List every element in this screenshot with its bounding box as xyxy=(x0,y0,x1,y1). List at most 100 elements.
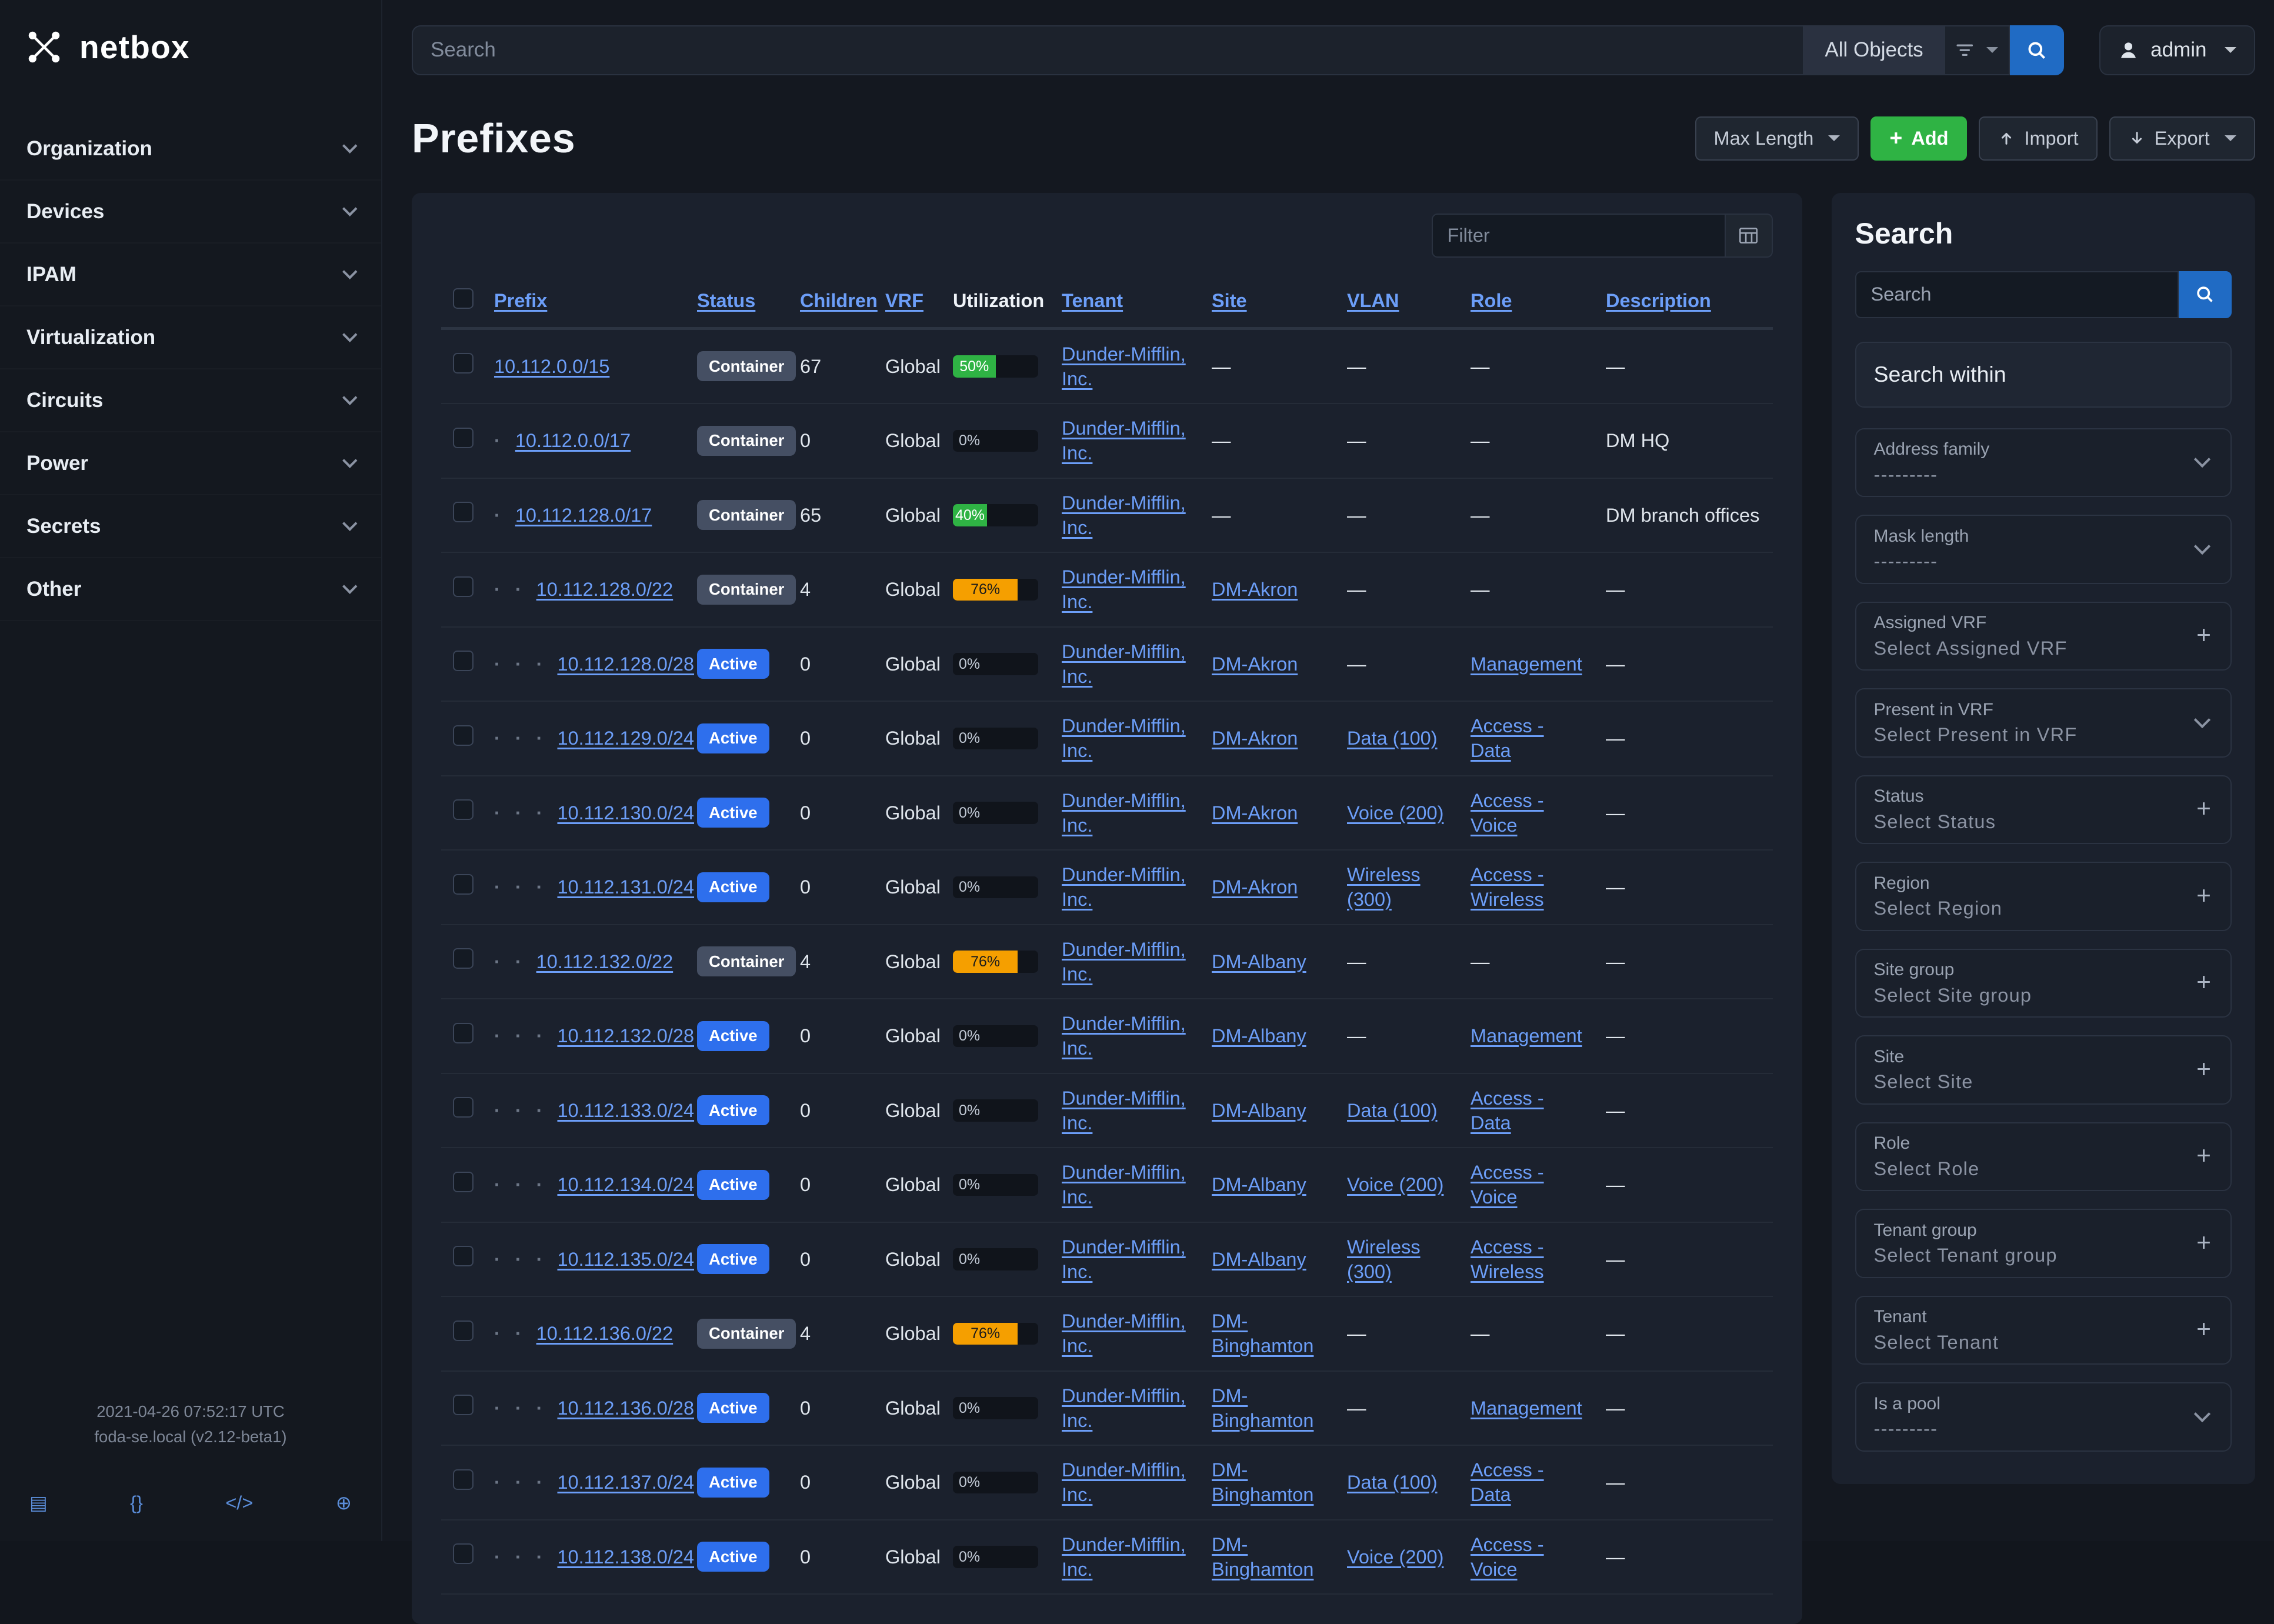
column-header-children[interactable]: Children xyxy=(788,275,873,329)
sidebar-search-button[interactable] xyxy=(2179,271,2232,318)
prefix-link[interactable]: 10.112.136.0/22 xyxy=(536,1323,673,1344)
column-header-prefix[interactable]: Prefix xyxy=(482,275,685,329)
row-checkbox[interactable] xyxy=(453,1097,474,1118)
site-link[interactable]: DM-Albany xyxy=(1212,1174,1306,1195)
row-checkbox[interactable] xyxy=(453,1246,474,1266)
column-header-vrf[interactable]: VRF xyxy=(873,275,941,329)
prefix-link[interactable]: 10.112.135.0/24 xyxy=(557,1249,694,1270)
row-checkbox[interactable] xyxy=(453,1172,474,1192)
site-link[interactable]: DM-Binghamton xyxy=(1212,1459,1313,1505)
tenant-link[interactable]: Dunder-Mifflin, Inc. xyxy=(1062,1534,1186,1580)
tenant-link[interactable]: Dunder-Mifflin, Inc. xyxy=(1062,1088,1186,1133)
role-link[interactable]: Management xyxy=(1471,1025,1582,1046)
row-checkbox[interactable] xyxy=(453,1395,474,1415)
site-link[interactable]: DM-Binghamton xyxy=(1212,1534,1313,1580)
prefix-link[interactable]: 10.112.128.0/22 xyxy=(536,579,673,600)
globe-icon[interactable]: ⊕ xyxy=(336,1488,352,1518)
vlan-link[interactable]: Wireless (300) xyxy=(1347,864,1421,910)
site-link[interactable]: DM-Binghamton xyxy=(1212,1310,1313,1356)
prefix-link[interactable]: 10.112.0.0/15 xyxy=(494,356,609,377)
sidebar-search-input[interactable] xyxy=(1855,271,2179,318)
add-button[interactable]: + Add xyxy=(1870,116,1967,161)
sidebar-item-secrets[interactable]: Secrets xyxy=(0,495,381,558)
row-checkbox[interactable] xyxy=(453,502,474,522)
prefix-link[interactable]: 10.112.128.0/17 xyxy=(515,505,652,526)
tenant-link[interactable]: Dunder-Mifflin, Inc. xyxy=(1062,492,1186,538)
column-header-status[interactable]: Status xyxy=(685,275,788,329)
vlan-link[interactable]: Voice (200) xyxy=(1347,1546,1443,1568)
row-checkbox[interactable] xyxy=(453,1469,474,1490)
column-header-site[interactable]: Site xyxy=(1200,275,1335,329)
prefix-link[interactable]: 10.112.130.0/24 xyxy=(557,802,694,823)
vlan-link[interactable]: Data (100) xyxy=(1347,728,1438,749)
tenant-link[interactable]: Dunder-Mifflin, Inc. xyxy=(1062,418,1186,463)
search-filter-dropdown[interactable] xyxy=(1945,25,2010,75)
site-link[interactable]: DM-Binghamton xyxy=(1212,1385,1313,1431)
table-filter-input[interactable] xyxy=(1432,214,1726,258)
prefix-link[interactable]: 10.112.0.0/17 xyxy=(515,430,631,451)
site-link[interactable]: DM-Albany xyxy=(1212,1100,1306,1121)
row-checkbox[interactable] xyxy=(453,576,474,597)
object-type-selector[interactable]: All Objects xyxy=(1803,25,1945,75)
row-checkbox[interactable] xyxy=(453,799,474,820)
search-submit-button[interactable] xyxy=(2010,25,2065,75)
tenant-link[interactable]: Dunder-Mifflin, Inc. xyxy=(1062,715,1186,761)
column-header-description[interactable]: Description xyxy=(1594,275,1773,329)
tenant-link[interactable]: Dunder-Mifflin, Inc. xyxy=(1062,1310,1186,1356)
export-button[interactable]: Export xyxy=(2109,116,2255,161)
role-link[interactable]: Access - Wireless xyxy=(1471,864,1544,910)
tenant-link[interactable]: Dunder-Mifflin, Inc. xyxy=(1062,344,1186,389)
select-all-checkbox[interactable] xyxy=(453,288,474,309)
prefix-link[interactable]: 10.112.134.0/24 xyxy=(557,1174,694,1195)
rest-api-icon[interactable]: {} xyxy=(130,1488,143,1518)
site-link[interactable]: DM-Akron xyxy=(1212,802,1298,823)
import-button[interactable]: Import xyxy=(1979,116,2097,161)
sidebar-item-circuits[interactable]: Circuits xyxy=(0,369,381,432)
vlan-link[interactable]: Voice (200) xyxy=(1347,1174,1443,1195)
row-checkbox[interactable] xyxy=(453,1023,474,1043)
role-link[interactable]: Management xyxy=(1471,1398,1582,1419)
sidebar-item-power[interactable]: Power xyxy=(0,432,381,495)
tenant-link[interactable]: Dunder-Mifflin, Inc. xyxy=(1062,1385,1186,1431)
prefix-link[interactable]: 10.112.128.0/28 xyxy=(557,653,694,675)
role-link[interactable]: Access - Voice xyxy=(1471,1534,1544,1580)
user-menu-button[interactable]: admin xyxy=(2099,25,2255,75)
filter-card-mask-length[interactable]: Mask length--------- xyxy=(1855,515,2232,584)
sidebar-item-virtualization[interactable]: Virtualization xyxy=(0,306,381,369)
role-link[interactable]: Access - Voice xyxy=(1471,1162,1544,1208)
row-checkbox[interactable] xyxy=(453,948,474,969)
prefix-link[interactable]: 10.112.138.0/24 xyxy=(557,1546,694,1568)
tenant-link[interactable]: Dunder-Mifflin, Inc. xyxy=(1062,1162,1186,1208)
row-checkbox[interactable] xyxy=(453,725,474,746)
role-link[interactable]: Access - Voice xyxy=(1471,790,1544,836)
row-checkbox[interactable] xyxy=(453,1320,474,1341)
tenant-link[interactable]: Dunder-Mifflin, Inc. xyxy=(1062,1013,1186,1059)
column-header-role[interactable]: Role xyxy=(1459,275,1594,329)
tenant-link[interactable]: Dunder-Mifflin, Inc. xyxy=(1062,641,1186,687)
tenant-link[interactable]: Dunder-Mifflin, Inc. xyxy=(1062,1236,1186,1282)
prefix-link[interactable]: 10.112.136.0/28 xyxy=(557,1398,694,1419)
tenant-link[interactable]: Dunder-Mifflin, Inc. xyxy=(1062,939,1186,985)
tenant-link[interactable]: Dunder-Mifflin, Inc. xyxy=(1062,1459,1186,1505)
role-link[interactable]: Access - Data xyxy=(1471,1459,1544,1505)
vlan-link[interactable]: Voice (200) xyxy=(1347,802,1443,823)
site-link[interactable]: DM-Albany xyxy=(1212,1025,1306,1046)
filter-card-is-a-pool[interactable]: Is a pool--------- xyxy=(1855,1382,2232,1452)
vlan-link[interactable]: Wireless (300) xyxy=(1347,1236,1421,1282)
tenant-link[interactable]: Dunder-Mifflin, Inc. xyxy=(1062,566,1186,612)
row-checkbox[interactable] xyxy=(453,651,474,671)
role-link[interactable]: Access - Wireless xyxy=(1471,1236,1544,1282)
prefix-link[interactable]: 10.112.132.0/28 xyxy=(557,1025,694,1046)
vlan-link[interactable]: Data (100) xyxy=(1347,1472,1438,1493)
row-checkbox[interactable] xyxy=(453,1543,474,1564)
prefix-link[interactable]: 10.112.132.0/22 xyxy=(536,951,673,972)
table-config-button[interactable] xyxy=(1726,214,1773,258)
filter-card-address-family[interactable]: Address family--------- xyxy=(1855,428,2232,498)
search-within-card[interactable]: Search within xyxy=(1855,342,2232,408)
